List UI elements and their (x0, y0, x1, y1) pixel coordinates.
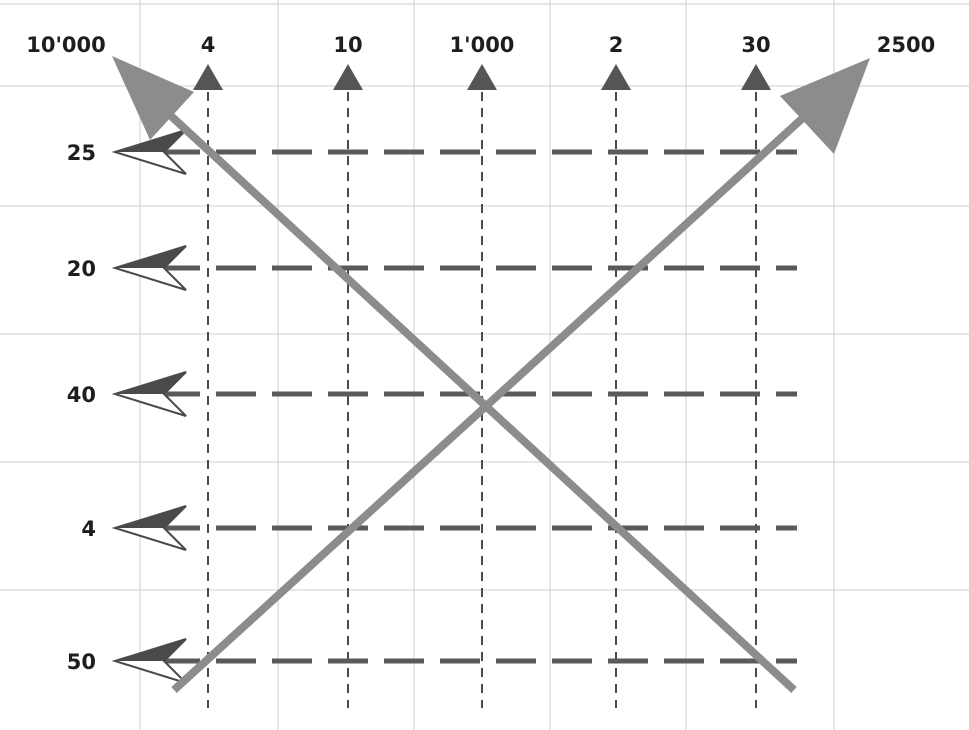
column-arrowheads (193, 64, 771, 90)
row-arrowhead-fill (115, 372, 186, 394)
diagonal-arrowhead-top-left (112, 56, 194, 140)
row-arrowhead-fill (115, 506, 186, 528)
column-label: 10 (333, 33, 362, 57)
row-arrowhead-fill (115, 130, 186, 152)
row-arrowhead-fill (115, 639, 186, 661)
column-arrowhead (333, 64, 363, 90)
diagonal-line-to-top-right (171, 103, 819, 693)
row-arrowhead-fill (115, 246, 186, 268)
corner-label-top-left: 10'000 (26, 33, 106, 57)
column-label: 2 (609, 33, 624, 57)
row-label: 40 (67, 383, 96, 407)
diagonal-arrowhead-top-right (780, 58, 870, 154)
column-arrowhead (741, 64, 771, 90)
row-dashed-lines (160, 149, 797, 664)
row-arrowheads (111, 129, 187, 684)
column-label: 1'000 (450, 33, 515, 57)
diagonal-arrows (112, 56, 870, 693)
column-label: 4 (201, 33, 216, 57)
row-label: 50 (67, 650, 96, 674)
diagonal-line-to-top-left (155, 101, 797, 693)
row-label: 4 (81, 517, 96, 541)
row-label: 25 (67, 141, 96, 165)
column-arrowhead (601, 64, 631, 90)
column-label: 30 (741, 33, 770, 57)
corner-label-top-right: 2500 (877, 33, 935, 57)
row-label: 20 (67, 257, 96, 281)
column-arrowhead (467, 64, 497, 90)
column-arrowhead (193, 64, 223, 90)
column-dashed-lines (207, 92, 757, 708)
